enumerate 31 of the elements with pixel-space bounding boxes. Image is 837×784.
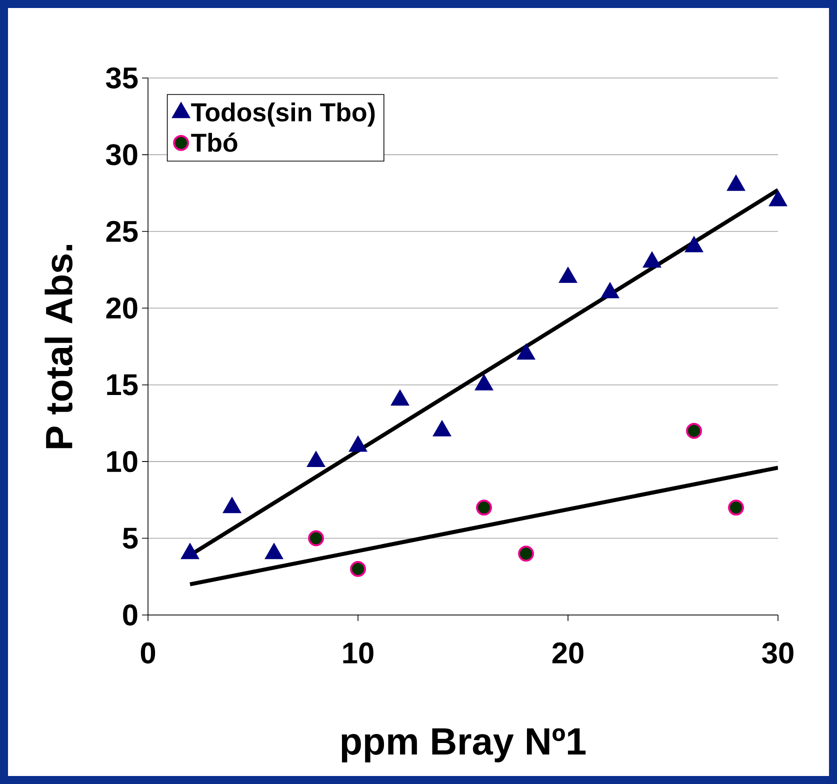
point (307, 452, 325, 468)
point (265, 544, 283, 560)
x-tick-label: 20 (552, 642, 584, 664)
point (601, 282, 619, 298)
y-tick-label: 5 (122, 528, 138, 549)
x-tick-label: 30 (762, 642, 794, 664)
x-tick-label: 10 (343, 642, 374, 664)
point (559, 267, 577, 283)
legend-label: Tbó (191, 132, 238, 152)
point (643, 252, 661, 268)
point (475, 374, 493, 390)
y-tick-label: 0 (123, 604, 138, 626)
point (727, 175, 745, 191)
point (349, 436, 367, 452)
point (517, 344, 535, 360)
y-tick-label: 30 (106, 144, 138, 166)
point (769, 190, 787, 206)
y-tick-label: 35 (106, 67, 138, 89)
point (181, 544, 199, 560)
y-tick-label: 25 (106, 220, 138, 242)
point (685, 236, 703, 252)
point (223, 498, 241, 514)
y-axis-title: P total Abs. (44, 245, 73, 448)
y-tick-label: 10 (107, 450, 138, 472)
y-tick-label: 15 (107, 374, 138, 396)
point (391, 390, 409, 406)
point (433, 420, 451, 436)
x-tick-label: 0 (140, 642, 156, 664)
y-tick-label: 20 (106, 298, 138, 319)
legend-label: Todos(sin Tbo) (191, 102, 375, 127)
x-axis-title: ppm Bray Nº1 (342, 728, 586, 762)
